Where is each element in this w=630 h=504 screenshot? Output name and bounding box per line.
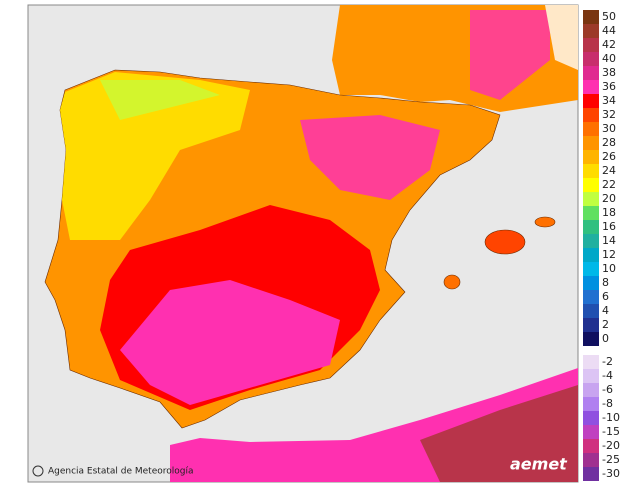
legend-swatch (583, 66, 599, 80)
legend-swatch (583, 108, 599, 122)
cantabrian-cool (100, 80, 220, 120)
legend-label: -20 (602, 439, 620, 452)
credit: Agencia Estatal de Meteorología (48, 467, 194, 477)
legend-label: 10 (602, 262, 616, 275)
legend-label: -6 (602, 383, 613, 396)
legend-label: 24 (602, 164, 616, 177)
legend-label: 44 (602, 24, 616, 37)
legend-label: 4 (602, 304, 609, 317)
legend-label: -25 (602, 453, 620, 466)
legend-swatch (583, 10, 599, 24)
legend-swatch (583, 439, 599, 453)
legend-label: -2 (602, 355, 613, 368)
mallorca (484, 229, 526, 255)
legend-swatch (583, 38, 599, 52)
legend-label: 26 (602, 150, 616, 163)
legend-label: 0 (602, 332, 609, 345)
legend-swatch (583, 262, 599, 276)
legend-label: 34 (602, 94, 616, 107)
legend-swatch (583, 355, 599, 369)
legend-swatch (583, 192, 599, 206)
legend-label: 42 (602, 38, 616, 51)
legend-label: 28 (602, 136, 616, 149)
north-africa-hot (420, 385, 578, 482)
legend-swatch (583, 304, 599, 318)
legend-swatch (583, 383, 599, 397)
legend-label: 30 (602, 122, 616, 135)
legend-label: -8 (602, 397, 613, 410)
legend-label: 20 (602, 192, 616, 205)
legend-label: 50 (602, 10, 616, 23)
legend-swatch (583, 397, 599, 411)
guadalquivir-very-hot (120, 280, 340, 405)
legend-swatch (583, 80, 599, 94)
legend-swatch (583, 290, 599, 304)
legend-swatch (583, 276, 599, 290)
legend-swatch (583, 453, 599, 467)
legend-swatch (583, 206, 599, 220)
legend-swatch (583, 24, 599, 38)
legend-swatch (583, 136, 599, 150)
legend-swatch (583, 52, 599, 66)
credit-icon (32, 465, 44, 477)
northwest-mild (60, 72, 250, 240)
menorca (534, 216, 556, 228)
legend-swatch (583, 234, 599, 248)
legend-label: 18 (602, 206, 616, 219)
legend-label: -10 (602, 411, 620, 424)
legend-label: 16 (602, 220, 616, 233)
legend-swatch (583, 178, 599, 192)
legend-label: -4 (602, 369, 613, 382)
legend-label: 32 (602, 108, 616, 121)
legend-swatch (583, 369, 599, 383)
legend-label: -30 (602, 467, 620, 480)
legend-swatch (583, 220, 599, 234)
legend-label: 36 (602, 80, 616, 93)
legend-swatch (583, 150, 599, 164)
france-hot (470, 10, 550, 100)
ebro-very-hot (300, 115, 440, 200)
legend-label: 38 (602, 66, 616, 79)
legend-swatch (583, 164, 599, 178)
legend-swatch (583, 411, 599, 425)
ibiza (443, 274, 461, 290)
legend-label: 14 (602, 234, 616, 247)
legend-label: 8 (602, 276, 609, 289)
legend-label: -15 (602, 425, 620, 438)
legend-swatch (583, 332, 599, 346)
legend-label: 12 (602, 248, 616, 261)
legend-label: 6 (602, 290, 609, 303)
legend-swatch (583, 122, 599, 136)
legend-swatch (583, 94, 599, 108)
legend-label: 2 (602, 318, 609, 331)
legend-swatch (583, 467, 599, 481)
legend-label: 40 (602, 52, 616, 65)
legend-swatch (583, 318, 599, 332)
logo: aemet (510, 455, 568, 474)
legend-swatch (583, 248, 599, 262)
legend-label: 22 (602, 178, 616, 191)
france-east (545, 5, 578, 70)
legend-swatch (583, 425, 599, 439)
